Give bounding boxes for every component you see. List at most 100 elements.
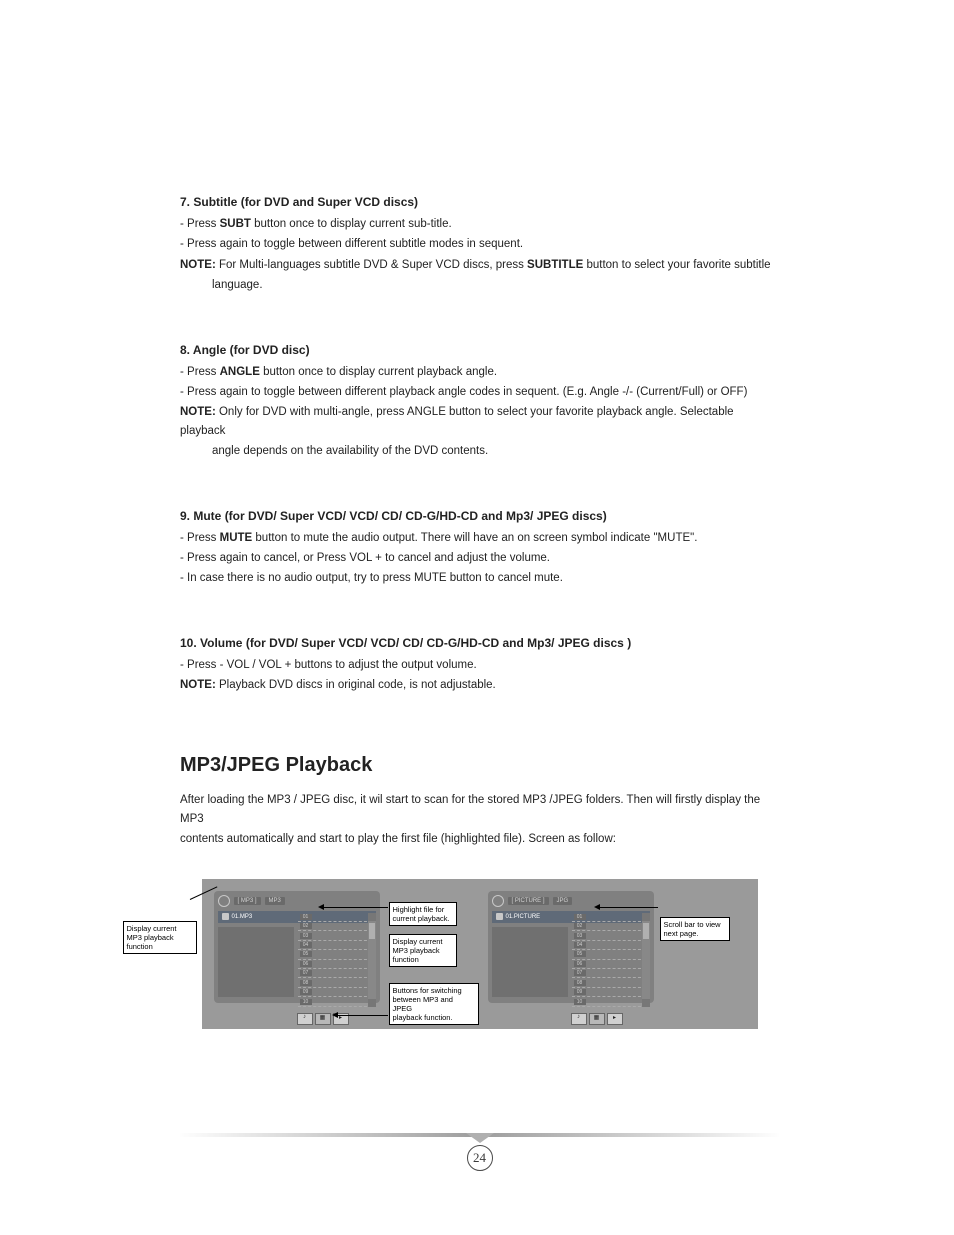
current-file-label: 01.MP3 xyxy=(232,914,253,920)
callout-scroll-bar: Scroll bar to view next page. xyxy=(660,917,730,941)
page-content: 7. Subtitle (for DVD and Super VCD discs… xyxy=(0,0,954,1219)
scrollbar xyxy=(368,913,376,1007)
note-label: NOTE: xyxy=(180,406,216,418)
section-7-heading: Subtitle (for DVD and Super VCD discs) xyxy=(193,195,418,209)
callout-mode-buttons: Buttons for switching between MP3 and JP… xyxy=(389,983,479,1025)
section-8-num: 8. xyxy=(180,343,190,357)
callout-text: Display current xyxy=(393,937,453,946)
row-num: 03 xyxy=(300,933,312,939)
page-number: 24 xyxy=(467,1145,493,1171)
section-9-line1: - Press MUTE button to mute the audio ou… xyxy=(180,529,779,547)
row-num: 06 xyxy=(574,961,586,967)
section-10-line1: - Press - VOL / VOL + buttons to adjust … xyxy=(180,656,779,674)
row-num: 07 xyxy=(300,970,312,976)
section-10-note: NOTE: Playback DVD discs in original cod… xyxy=(180,676,779,694)
callout-highlight-file: Highlight file for current playback. xyxy=(389,902,457,926)
list-item: 10 xyxy=(572,997,646,1006)
mode-btn-picture-icon: ▦ xyxy=(589,1013,605,1025)
note-label: NOTE: xyxy=(180,259,216,271)
row-num: 08 xyxy=(574,980,586,986)
row-num: 03 xyxy=(574,933,586,939)
callout-text: between MP3 and JPEG xyxy=(393,995,475,1013)
list-item: 08 xyxy=(572,978,646,987)
section-7-note-cont: language. xyxy=(180,276,779,294)
mp3-heading: MP3/JPEG Playback xyxy=(180,754,779,777)
scrollbar xyxy=(642,913,650,1007)
section-9-line2: - Press again to cancel, or Press VOL + … xyxy=(180,549,779,567)
list-item: 06 xyxy=(298,960,372,969)
section-8-note: NOTE: Only for DVD with multi-angle, pre… xyxy=(180,403,779,440)
list-item: 02 xyxy=(572,922,646,931)
playback-screens-diagram: [ MP3 ] MP3 01.MP3 01 02 03 04 05 06 07 … xyxy=(180,879,779,1029)
callout-text: MP3 playback xyxy=(393,946,453,955)
list-item: 04 xyxy=(572,941,646,950)
row-num: 04 xyxy=(300,942,312,948)
text: button to mute the audio output. There w… xyxy=(252,532,697,544)
list-item: 05 xyxy=(572,950,646,959)
mode-buttons-right: ♪ ▦ ▸ xyxy=(571,1013,623,1025)
callout-display-function: Display current MP3 playback function xyxy=(123,921,197,954)
tab-picture: [ PICTURE ] xyxy=(508,897,549,905)
section-7-line1: - Press SUBT button once to display curr… xyxy=(180,215,779,233)
button-ref-subtitle: SUBTITLE xyxy=(527,259,583,271)
section-8-note-cont: angle depends on the availability of the… xyxy=(180,442,779,460)
tab-mp3: [ MP3 ] xyxy=(234,897,261,905)
section-7-note: NOTE: For Multi-languages subtitle DVD &… xyxy=(180,256,779,274)
arrow-left-icon xyxy=(318,904,324,910)
text: button once to display current sub-title… xyxy=(251,218,452,230)
text: Only for DVD with multi-angle, press ANG… xyxy=(180,406,734,436)
row-num: 05 xyxy=(300,951,312,957)
section-10-num: 10. xyxy=(180,636,197,650)
list-item: 08 xyxy=(298,978,372,987)
callout-text: Buttons for switching xyxy=(393,986,475,995)
scroll-down-icon xyxy=(642,999,650,1007)
row-num: 09 xyxy=(574,989,586,995)
row-num: 05 xyxy=(574,951,586,957)
disc-icon xyxy=(492,895,504,907)
mode-btn-audio-icon: ♪ xyxy=(297,1013,313,1025)
footer-rule-left xyxy=(180,1133,480,1137)
scroll-up-icon xyxy=(642,913,650,921)
callout-display-function-center: Display current MP3 playback function xyxy=(389,934,457,967)
section-volume: 10. Volume (for DVD/ Super VCD/ VCD/ CD/… xyxy=(180,636,779,695)
row-num: 10 xyxy=(300,999,312,1005)
row-num: 06 xyxy=(300,961,312,967)
callout-text: next page. xyxy=(664,929,726,938)
page-footer: 24 xyxy=(180,1119,779,1159)
row-num: 01 xyxy=(300,914,312,920)
button-ref-subt: SUBT xyxy=(220,218,251,230)
section-subtitle: 7. Subtitle (for DVD and Super VCD discs… xyxy=(180,195,779,295)
scroll-thumb xyxy=(643,923,649,939)
mode-btn-picture-icon: ▦ xyxy=(315,1013,331,1025)
section-7-line2: - Press again to toggle between differen… xyxy=(180,235,779,253)
section-7-title: 7. Subtitle (for DVD and Super VCD discs… xyxy=(180,195,779,209)
section-9-num: 9. xyxy=(180,509,190,523)
callout-line xyxy=(322,907,388,908)
row-num: 01 xyxy=(574,914,586,920)
row-num: 08 xyxy=(300,980,312,986)
callout-text: Display current MP3 playback function xyxy=(127,924,177,951)
row-num: 02 xyxy=(300,923,312,929)
list-item: 07 xyxy=(298,969,372,978)
scroll-down-icon xyxy=(368,999,376,1007)
mode-btn-play-icon: ▸ xyxy=(607,1013,623,1025)
diagram-area: [ MP3 ] MP3 01.MP3 01 02 03 04 05 06 07 … xyxy=(202,879,758,1029)
panel-header: [ MP3 ] MP3 xyxy=(218,895,376,907)
callout-text: Highlight file for xyxy=(393,905,453,914)
callout-line xyxy=(189,886,217,900)
section-8-title: 8. Angle (for DVD disc) xyxy=(180,343,779,357)
file-list: 01 02 03 04 05 06 07 08 09 10 xyxy=(572,913,646,1007)
file-list: 01 02 03 04 05 06 07 08 09 10 xyxy=(298,913,372,1007)
list-item: 04 xyxy=(298,941,372,950)
text: button to select your favorite subtitle xyxy=(583,259,770,271)
disc-icon xyxy=(218,895,230,907)
row-num: 09 xyxy=(300,989,312,995)
file-icon xyxy=(222,913,229,920)
button-ref-angle: ANGLE xyxy=(220,366,260,378)
tab-mp3-ext: MP3 xyxy=(265,897,285,905)
text: - Press xyxy=(180,532,220,544)
row-num: 04 xyxy=(574,942,586,948)
panel-header: [ PICTURE ] JPG xyxy=(492,895,650,907)
file-icon xyxy=(496,913,503,920)
callout-line xyxy=(336,1015,388,1016)
